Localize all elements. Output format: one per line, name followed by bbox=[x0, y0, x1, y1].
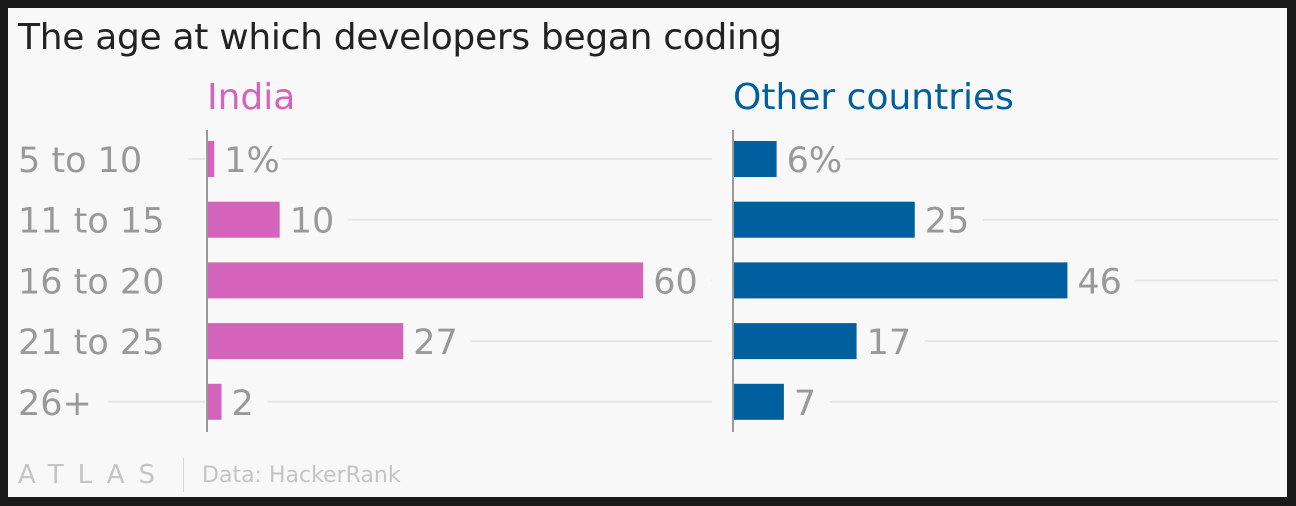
bar-other-countries-4 bbox=[733, 383, 784, 420]
value-label-india-1: 10 bbox=[290, 202, 335, 242]
value-label-other-countries-2: 46 bbox=[1077, 262, 1122, 302]
bar-india-0 bbox=[207, 141, 215, 177]
chart-title: The age at which developers began coding bbox=[18, 17, 782, 58]
value-label-india-4: 2 bbox=[232, 384, 254, 424]
category-label-2: 16 to 20 bbox=[18, 262, 164, 302]
footer-divider bbox=[183, 458, 185, 492]
series-label-other-countries: Other countries bbox=[733, 77, 1014, 118]
bar-other-countries-1 bbox=[733, 201, 915, 238]
bar-india-1 bbox=[207, 201, 280, 238]
atlas-logo: ATLAS bbox=[18, 460, 170, 490]
category-label-0: 5 to 10 bbox=[18, 141, 142, 181]
category-label-3: 21 to 25 bbox=[18, 323, 164, 363]
category-label-4: 26+ bbox=[18, 384, 92, 424]
bar-other-countries-2 bbox=[733, 262, 1068, 299]
bar-india-4 bbox=[207, 383, 222, 420]
value-label-india-2: 60 bbox=[653, 262, 698, 302]
value-label-other-countries-4: 7 bbox=[794, 384, 816, 424]
value-label-india-3: 27 bbox=[413, 323, 458, 363]
value-label-india-0: 1% bbox=[224, 141, 280, 181]
series-label-india: India bbox=[207, 77, 295, 118]
footer: ATLAS Data: HackerRank bbox=[18, 458, 401, 492]
bar-other-countries-3 bbox=[733, 323, 857, 360]
category-label-1: 11 to 15 bbox=[18, 202, 164, 242]
value-label-other-countries-0: 6% bbox=[787, 141, 843, 181]
data-source: Data: HackerRank bbox=[202, 462, 401, 488]
bar-india-3 bbox=[207, 323, 404, 360]
value-label-other-countries-3: 17 bbox=[867, 323, 912, 363]
value-label-other-countries-1: 25 bbox=[925, 202, 970, 242]
bar-other-countries-0 bbox=[733, 141, 777, 177]
bar-india-2 bbox=[207, 262, 644, 299]
